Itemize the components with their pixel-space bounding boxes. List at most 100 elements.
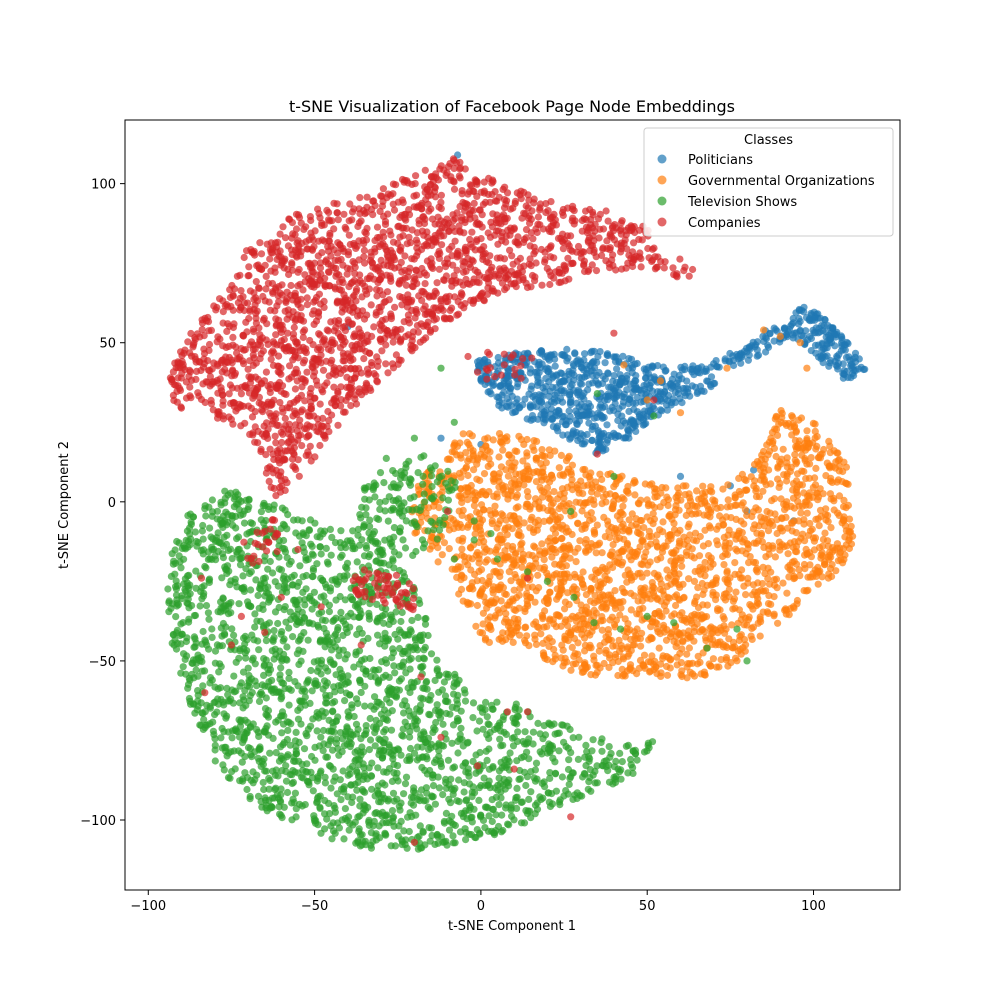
data-point <box>281 506 289 514</box>
data-point <box>285 701 293 709</box>
data-point <box>663 493 671 501</box>
data-point <box>513 402 521 410</box>
data-point <box>694 660 702 668</box>
data-point <box>783 589 791 597</box>
data-point <box>599 616 607 625</box>
data-point <box>493 490 501 498</box>
data-point <box>575 373 584 381</box>
data-point <box>477 588 485 596</box>
data-point <box>334 682 343 690</box>
data-point <box>491 502 499 510</box>
data-point <box>561 421 570 429</box>
data-point <box>237 749 245 757</box>
data-point <box>397 617 405 626</box>
data-point <box>394 762 402 770</box>
data-point <box>649 402 657 410</box>
data-point <box>275 565 283 573</box>
data-point <box>420 728 428 736</box>
data-point <box>657 489 665 497</box>
data-point <box>521 639 530 647</box>
data-point <box>588 543 596 551</box>
data-point <box>277 664 285 672</box>
data-point <box>529 740 537 748</box>
data-point <box>513 491 522 499</box>
data-point <box>361 702 369 710</box>
data-point <box>600 513 608 522</box>
data-point <box>473 508 481 516</box>
data-point <box>737 517 745 525</box>
data-point <box>540 411 548 419</box>
data-point <box>609 642 617 650</box>
data-point <box>183 634 191 642</box>
data-point <box>326 587 334 595</box>
data-point <box>603 350 612 358</box>
data-point <box>619 547 627 555</box>
data-point <box>595 647 603 655</box>
data-point <box>847 360 856 368</box>
data-point <box>668 375 676 383</box>
data-point <box>631 377 639 385</box>
data-point <box>592 377 600 385</box>
data-point <box>548 374 557 382</box>
data-point <box>844 480 852 488</box>
data-point <box>182 545 190 553</box>
data-point <box>713 363 721 371</box>
data-point <box>800 332 808 340</box>
data-point <box>524 465 532 473</box>
data-point <box>777 460 785 468</box>
data-point <box>708 640 716 649</box>
data-point <box>839 360 847 368</box>
data-point <box>493 524 501 532</box>
data-point <box>685 520 693 528</box>
data-point <box>714 605 722 613</box>
data-point <box>546 588 554 596</box>
data-point <box>792 529 800 537</box>
data-point <box>725 358 734 366</box>
data-point <box>588 347 596 355</box>
data-point <box>782 421 791 429</box>
data-point <box>511 447 519 455</box>
data-point <box>376 747 384 755</box>
data-point <box>450 786 458 794</box>
data-point <box>309 787 317 795</box>
data-point <box>815 353 823 361</box>
data-point <box>249 768 257 776</box>
data-point <box>529 415 537 423</box>
data-point <box>809 570 817 578</box>
data-point <box>391 669 399 677</box>
data-point <box>696 628 704 636</box>
data-point <box>640 524 648 532</box>
data-point <box>543 484 552 492</box>
data-point <box>497 634 505 642</box>
data-point <box>457 576 465 584</box>
data-point <box>633 359 641 368</box>
data-point <box>663 582 671 591</box>
data-point <box>548 638 556 646</box>
data-point <box>490 470 498 478</box>
data-point <box>627 576 636 584</box>
data-point <box>306 699 314 708</box>
data-point <box>544 354 552 363</box>
data-point <box>582 603 591 611</box>
data-point <box>609 384 617 393</box>
data-point <box>538 446 546 454</box>
data-point <box>477 534 486 542</box>
data-point <box>683 650 691 658</box>
data-point <box>422 614 430 623</box>
data-point <box>706 662 715 670</box>
data-point <box>830 447 838 455</box>
data-point <box>531 598 539 606</box>
data-point <box>579 580 587 589</box>
data-point <box>374 764 382 772</box>
data-point <box>185 674 193 683</box>
data-point <box>565 600 573 609</box>
data-point <box>485 638 493 647</box>
data-point <box>520 440 528 448</box>
data-point <box>541 731 550 739</box>
data-point <box>823 352 831 360</box>
data-point <box>561 605 569 613</box>
data-point <box>505 451 513 459</box>
data-point <box>442 709 450 718</box>
data-point <box>684 385 692 393</box>
data-point <box>495 398 503 406</box>
